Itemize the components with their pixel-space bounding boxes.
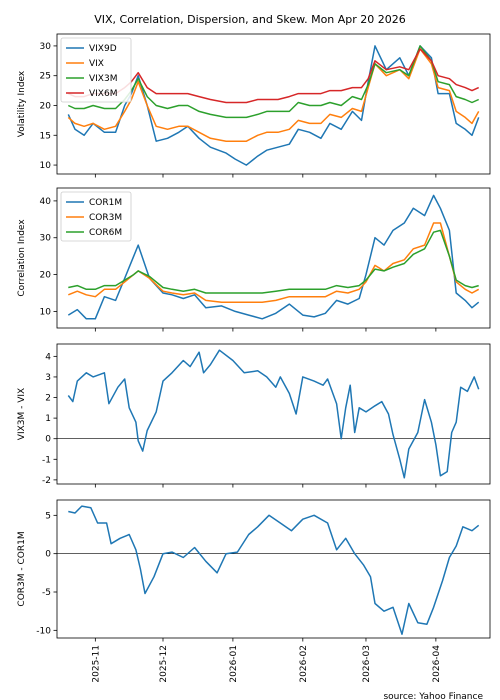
y-tick-label: 10 <box>40 161 52 171</box>
y-tick-label: 4 <box>45 352 51 362</box>
y-axis-label: VIX3M - VIX <box>17 388 27 440</box>
series-line-cor6m <box>68 229 479 294</box>
y-tick-label: 10 <box>40 307 52 317</box>
panel-frame <box>56 33 491 175</box>
legend-label: VIX <box>89 59 104 69</box>
y-tick-label: 25 <box>40 72 51 82</box>
y-tick-label: 30 <box>40 42 52 52</box>
y-tick-label: 0 <box>45 435 51 445</box>
legend-label: COR6M <box>89 228 122 238</box>
y-tick-label: 5 <box>45 511 51 521</box>
panel-4: -10 -5 0 5 COR3M - COR1M 2025-11 2025-12 2026-0… <box>17 499 491 683</box>
series-line-diff <box>68 505 480 635</box>
x-tick-label: 2025-12 <box>159 645 169 683</box>
x-tick-label: 2026-03 <box>362 645 372 683</box>
y-tick-label: 30 <box>40 234 52 244</box>
y-tick-label: 3 <box>45 373 51 383</box>
y-tick-label: -1 <box>42 455 51 465</box>
y-tick-label: 2 <box>45 394 51 404</box>
y-axis-label: Correlation Index <box>17 219 27 297</box>
legend-label: VIX3M <box>89 74 117 84</box>
legend-box <box>60 37 132 103</box>
chart-title: VIX, Correlation, Dispersion, and Skew. … <box>94 13 406 26</box>
series-line-diff <box>67 349 480 479</box>
legend-label: COR3M <box>89 213 122 223</box>
y-tick-label: -10 <box>36 626 51 636</box>
panel-2: 10 20 30 40 Correlation Index COR1M COR3M COR6M <box>17 187 491 332</box>
y-tick-label: 15 <box>40 131 51 141</box>
y-tick-label: 0 <box>45 550 51 560</box>
x-tick-label: 2025-11 <box>91 645 101 683</box>
panel-frame <box>56 343 491 485</box>
x-tick-label: 2026-02 <box>299 645 309 683</box>
legend-label: COR1M <box>89 198 122 208</box>
y-tick-label: 20 <box>40 101 52 111</box>
x-tick-label: 2026-04 <box>432 645 442 683</box>
y-tick-label: 40 <box>40 197 52 207</box>
series-line-cor1m <box>67 194 480 320</box>
y-tick-label: -5 <box>42 588 51 598</box>
panel-1: 10 15 20 25 30 Volatility Index VIX9D VIX VIX3M V… <box>17 33 491 178</box>
y-tick-label: 20 <box>40 271 52 281</box>
y-tick-label: 1 <box>45 414 51 424</box>
chart-source: source: Yahoo Finance <box>383 692 483 700</box>
y-axis-label: COR3M - COR1M <box>17 531 27 606</box>
legend-box <box>60 191 132 242</box>
legend-label: VIX9D <box>89 44 117 54</box>
y-axis-label: Volatility Index <box>17 70 27 137</box>
panel-frame <box>56 499 491 639</box>
panel-frame <box>56 187 491 329</box>
legend-label: VIX6M <box>89 89 117 99</box>
x-tick-label: 2026-01 <box>229 645 239 683</box>
panel-3: -2 -1 0 1 2 3 4 VIX3M - VIX <box>17 343 491 488</box>
y-tick-label: -2 <box>42 476 51 486</box>
